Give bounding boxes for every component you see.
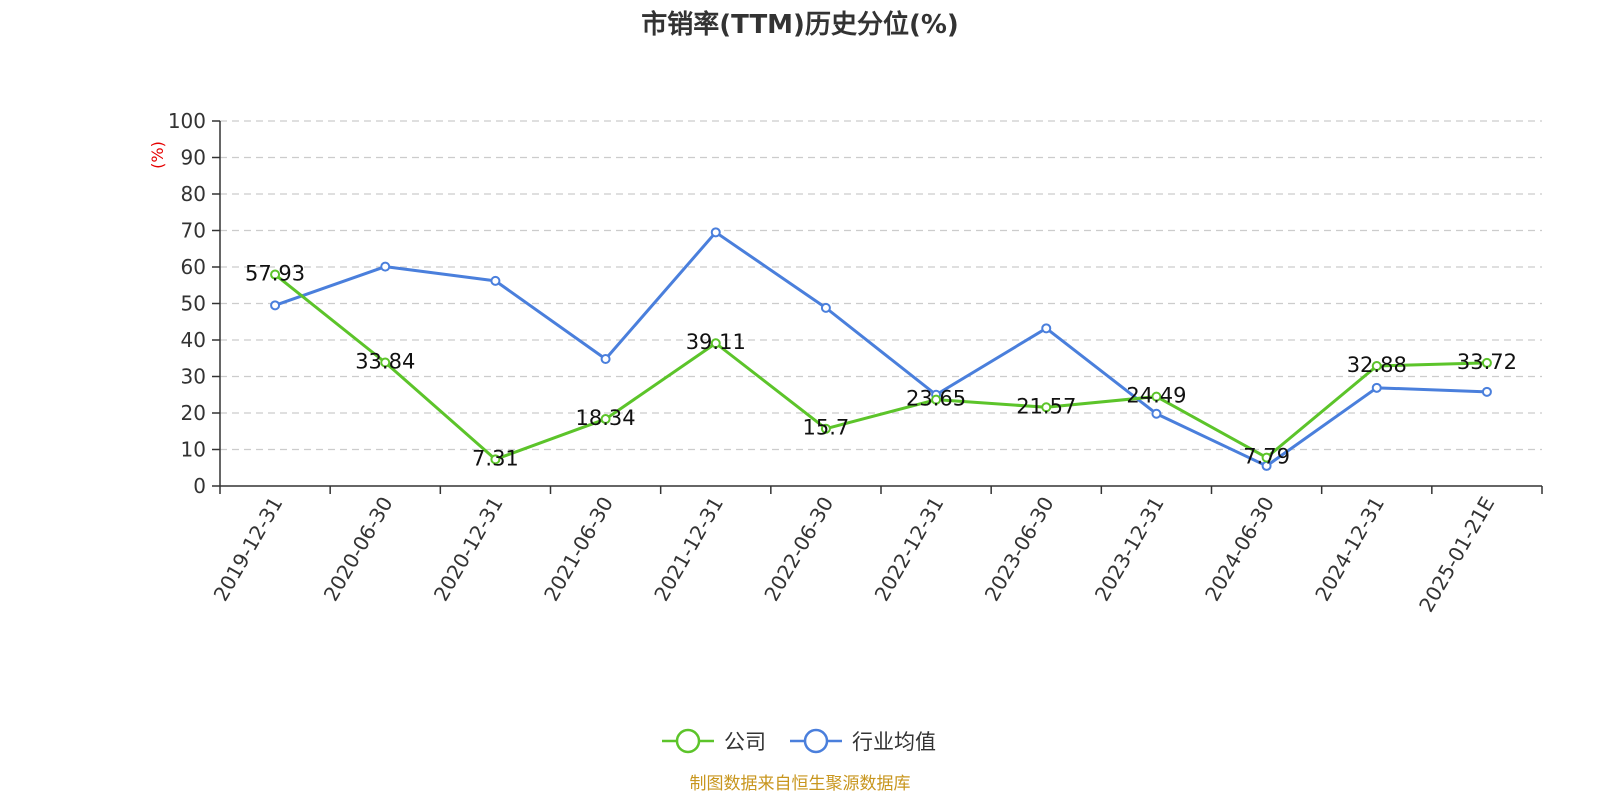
data-point[interactable] xyxy=(710,227,721,238)
data-point[interactable] xyxy=(1151,391,1162,402)
data-point[interactable] xyxy=(820,302,831,313)
legend-label: 公司 xyxy=(724,730,766,754)
data-point[interactable] xyxy=(820,423,831,434)
data-point[interactable] xyxy=(1371,382,1382,393)
data-label: 33.72 xyxy=(1457,350,1517,374)
y-tick-label: 30 xyxy=(181,365,206,389)
data-point[interactable] xyxy=(710,338,721,349)
data-label: 33.84 xyxy=(355,349,415,373)
chart-title: 市销率(TTM)历史分位(%) xyxy=(641,9,959,40)
y-tick-label: 50 xyxy=(181,292,206,316)
data-point[interactable] xyxy=(1481,357,1492,368)
series-line xyxy=(274,230,1487,468)
data-point[interactable] xyxy=(600,353,611,364)
x-tick-label: 2023-12-31 xyxy=(1090,493,1169,606)
y-tick-label: 90 xyxy=(181,146,206,170)
data-point[interactable] xyxy=(380,261,391,272)
legend[interactable]: 公司 行业均值 xyxy=(662,728,936,754)
legend-item[interactable]: 行业均值 xyxy=(790,728,936,754)
data-label: 15.7 xyxy=(803,416,850,440)
data-label: 32.88 xyxy=(1347,353,1407,377)
data-point[interactable] xyxy=(1041,323,1052,334)
x-tick-label: 2021-12-31 xyxy=(649,493,728,606)
x-tick-label: 2021-06-30 xyxy=(539,493,618,606)
data-point[interactable] xyxy=(490,454,501,465)
data-point[interactable] xyxy=(380,357,391,368)
x-tick-label: 2020-12-31 xyxy=(429,492,508,605)
data-label: 24.49 xyxy=(1126,384,1186,408)
data-point[interactable] xyxy=(1261,452,1272,463)
data-point[interactable] xyxy=(1151,408,1162,419)
data-point[interactable] xyxy=(270,300,281,311)
x-tick-label: 2022-06-30 xyxy=(759,493,838,606)
data-point[interactable] xyxy=(600,414,611,425)
data-point[interactable] xyxy=(1481,386,1492,397)
x-tick-label: 2024-06-30 xyxy=(1200,493,1279,606)
data-label: 21.57 xyxy=(1016,394,1076,418)
legend-label: 行业均值 xyxy=(852,730,936,754)
y-tick-label: 20 xyxy=(181,401,206,425)
x-tick-label: 2020-06-30 xyxy=(319,493,398,606)
data-label: 7.79 xyxy=(1243,445,1290,469)
y-axis-unit-label: (%) xyxy=(148,141,167,169)
y-tick-label: 0 xyxy=(193,474,206,498)
x-tick-label: 2019-12-31 xyxy=(209,493,288,606)
legend-circle-icon xyxy=(803,728,829,754)
data-point[interactable] xyxy=(1041,402,1052,413)
data-label: 23.65 xyxy=(906,387,966,411)
x-tick-label: 2022-12-31 xyxy=(870,492,949,605)
data-label: 18.34 xyxy=(576,406,636,430)
source-note: 制图数据来自恒生聚源数据库 xyxy=(690,774,911,794)
y-tick-label: 70 xyxy=(181,219,206,243)
data-label: 7.31 xyxy=(472,446,519,470)
y-tick-label: 80 xyxy=(181,182,206,206)
x-tick-label: 2023-06-30 xyxy=(980,493,1059,606)
y-tick-label: 100 xyxy=(168,109,206,133)
data-point[interactable] xyxy=(270,269,281,280)
legend-circle-icon xyxy=(675,728,701,754)
x-tick-label: 2025-01-21E xyxy=(1414,493,1499,617)
y-tick-label: 40 xyxy=(181,328,206,352)
data-point[interactable] xyxy=(931,394,942,405)
data-point[interactable] xyxy=(1371,360,1382,371)
data-labels: 57.93 33.84 7.31 18.34 39.11 15.7 23.65 21.57 24… xyxy=(245,262,1517,471)
series-lines xyxy=(270,227,1492,471)
grid-lines xyxy=(220,120,1542,451)
x-tick-label: 2024-12-31 xyxy=(1310,493,1389,606)
data-point[interactable] xyxy=(490,275,501,286)
data-label: 57.93 xyxy=(245,262,305,286)
y-tick-label: 60 xyxy=(181,255,206,279)
legend-item[interactable]: 公司 xyxy=(662,728,766,754)
data-label: 39.11 xyxy=(686,330,746,354)
series-line xyxy=(274,273,1487,461)
y-tick-label: 10 xyxy=(181,438,206,462)
